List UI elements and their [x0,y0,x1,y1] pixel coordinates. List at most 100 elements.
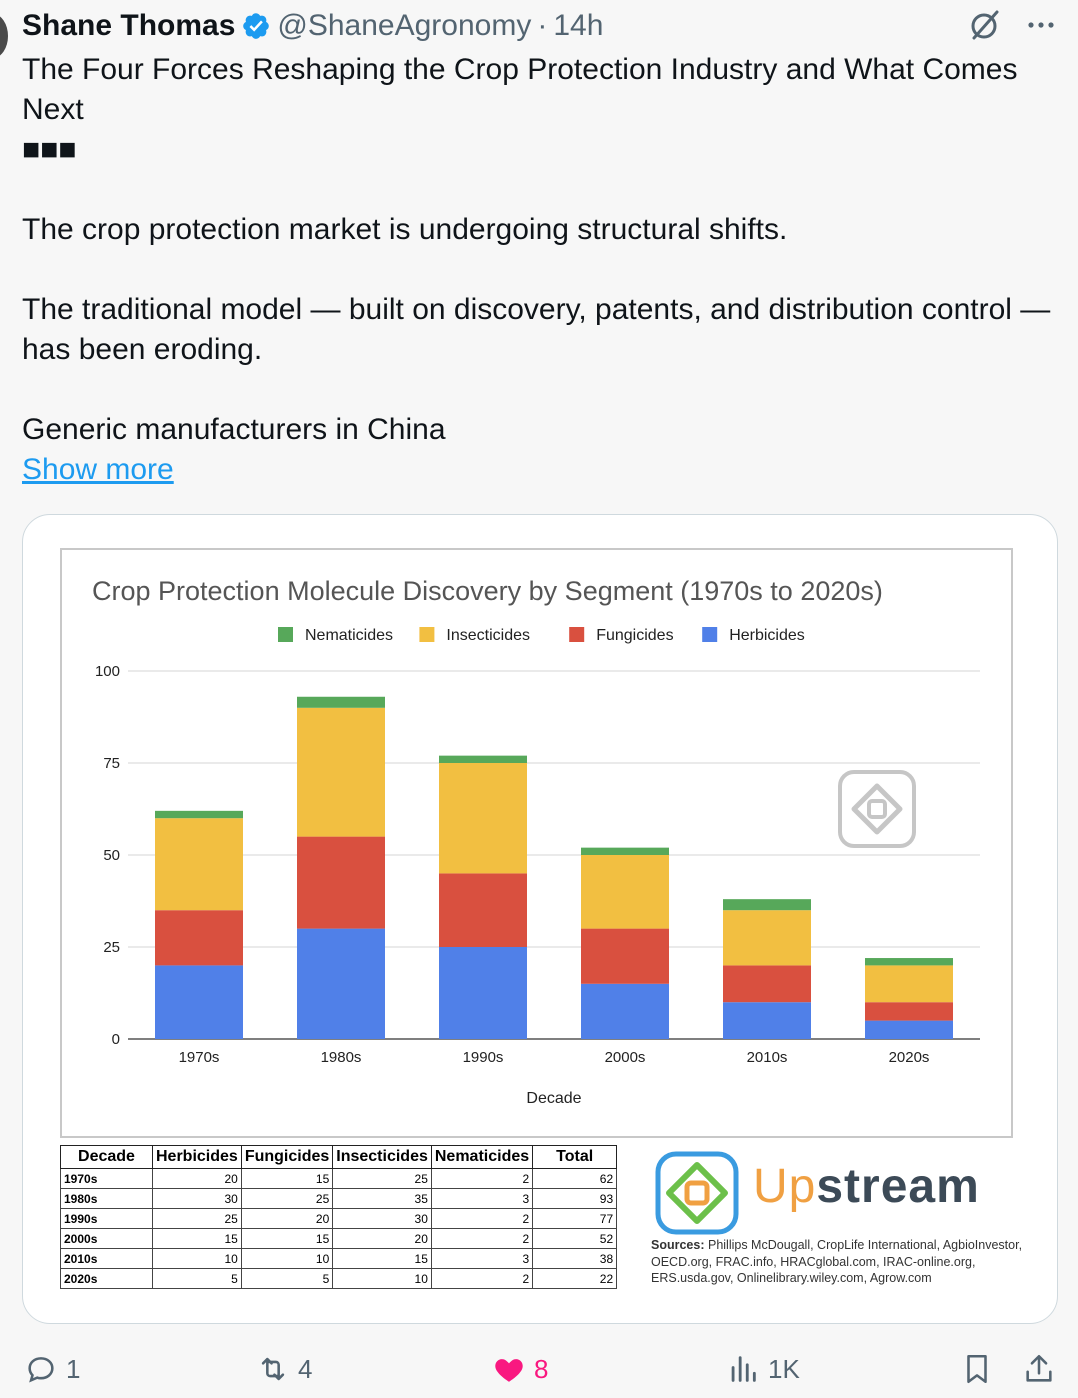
y-tick-label: 75 [103,755,120,772]
table-cell: 10 [240,1248,334,1269]
table-cell: 15 [152,1228,242,1249]
x-tick-label: 1990s [463,1049,504,1066]
y-tick-label: 50 [103,847,120,864]
header-separator: · [537,9,548,42]
bar-segment-nematicides [297,696,385,708]
table-cell: 1990s [60,1208,153,1229]
reply-count: 1 [66,1353,81,1384]
table-cell: 25 [152,1208,242,1229]
x-axis-label: Decade [526,1090,581,1107]
share-button[interactable] [1022,1346,1064,1392]
grok-icon[interactable] [968,8,1002,42]
verified-badge-icon [243,13,270,39]
bar-segment-herbicides [155,965,243,1039]
watermark-logo-icon [838,770,916,848]
table-cell: 20 [332,1228,432,1249]
sources-label: Sources: [651,1238,705,1252]
table-cell: 5 [240,1268,334,1289]
table-cell: 3 [430,1248,534,1269]
bar-segment-fungicides [155,910,243,966]
bar-segment-herbicides [865,1020,953,1039]
table-cell: 15 [240,1228,334,1249]
chart-bars [155,696,953,1039]
tweet-timestamp[interactable]: 14h [553,9,604,42]
legend-swatch [278,627,293,642]
legend-label: Insecticides [446,627,530,644]
table-row: 2000s 15 15 20 2 52 [60,1228,618,1249]
bar-segment-fungicides [297,836,385,929]
table-cell: 30 [152,1188,242,1209]
table-cell: 15 [332,1248,432,1269]
upstream-logo-icon [655,1151,739,1235]
legend-label: Herbicides [729,627,805,644]
x-tick-label: 2020s [889,1049,930,1066]
tweet-body-text: The Four Forces Reshaping the Crop Prote… [22,53,1051,446]
table-cell: 2 [430,1208,534,1229]
chart-legend: Nematicides Insecticides Fungicides Herbici… [278,627,805,644]
table-row: 1990s 25 20 30 2 77 [60,1208,618,1229]
bar-segment-insecticides [439,763,527,874]
bar-segment-nematicides [581,847,669,855]
bar-segment-fungicides [723,965,811,1003]
bar-segment-nematicides [723,899,811,911]
repost-button[interactable]: 4 [256,1346,312,1392]
chart-gridlines [128,670,980,1040]
legend-swatch [702,627,718,642]
table-cell: 35 [332,1188,432,1209]
wordmark-stream: stream [816,1160,980,1213]
y-axis-ticks: 0 25 50 75 100 [95,663,120,1048]
stacked-bar-chart: Crop Protection Molecule Discovery by Se… [92,576,980,1107]
data-table: Decade Herbicides Fungicides Insecticide… [60,1145,618,1289]
table-cell: 1980s [60,1188,153,1209]
table-header-cell: Total [532,1145,618,1169]
bar-segment-herbicides [297,928,385,1039]
table-cell: 2010s [60,1248,153,1269]
table-cell: 2020s [60,1268,153,1289]
table-header-cell: Herbicides [152,1145,242,1169]
author-name[interactable]: Shane Thomas [22,9,236,42]
reply-button[interactable]: 1 [24,1346,80,1392]
table-cell: 2 [430,1268,534,1289]
sources-text: Phillips McDougall, CropLife Internation… [651,1238,1023,1285]
bar-segment-insecticides [581,855,669,929]
repost-count: 4 [298,1353,313,1384]
like-count: 8 [534,1353,549,1384]
table-cell: 3 [430,1188,534,1209]
bookmark-button[interactable] [960,1346,1002,1392]
more-options-icon[interactable] [1024,12,1058,38]
bar-segment-nematicides [865,958,953,966]
table-cell: 15 [240,1168,334,1189]
x-tick-label: 1970s [179,1049,220,1066]
table-cell: 93 [532,1188,618,1209]
bar-segment-insecticides [723,910,811,966]
bar-segment-fungicides [865,1002,953,1021]
bar-segment-herbicides [439,947,527,1039]
table-row: 2020s 5 5 10 2 22 [60,1268,618,1289]
legend-label: Fungicides [596,627,673,644]
tweet-media-image[interactable]: Crop Protection Molecule Discovery by Se… [22,514,1058,1324]
bar-segment-herbicides [581,983,669,1039]
table-cell: 1970s [60,1168,153,1189]
x-tick-label: 2010s [747,1049,788,1066]
y-tick-label: 100 [95,663,120,680]
views-chart-icon [731,1356,756,1382]
view-count: 1K [768,1353,800,1384]
like-button[interactable]: 8 [492,1346,548,1392]
legend-label: Nematicides [305,627,393,644]
show-more-link[interactable]: Show more [22,453,174,486]
bar-segment-fungicides [581,928,669,984]
author-handle[interactable]: @ShaneAgronomy [277,9,532,42]
chart-frame: Crop Protection Molecule Discovery by Se… [60,548,1013,1138]
bar-segment-herbicides [723,1002,811,1039]
author-avatar[interactable] [0,14,8,58]
x-tick-label: 2000s [605,1049,646,1066]
repost-icon [261,1357,285,1381]
sources-note: Sources: Phillips McDougall, CropLife In… [651,1237,1041,1287]
table-cell: 62 [532,1168,618,1189]
heart-icon [495,1359,523,1382]
views-button[interactable]: 1K [726,1346,800,1392]
tweet-actions-bar: 1 4 8 1K [0,1346,1078,1392]
bar-segment-insecticides [297,707,385,837]
table-cell: 30 [332,1208,432,1229]
bar-segment-insecticides [865,965,953,1003]
